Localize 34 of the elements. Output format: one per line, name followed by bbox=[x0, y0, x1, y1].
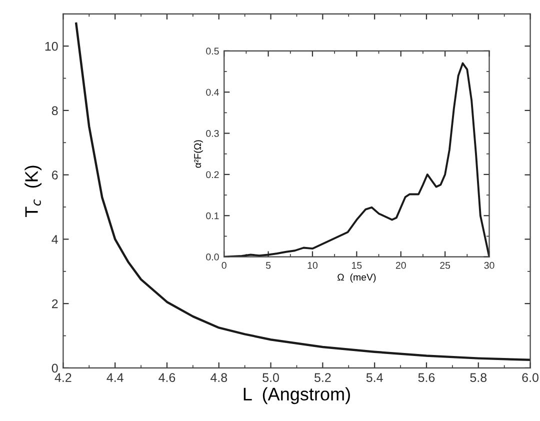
x-tick-label: 5.6 bbox=[418, 373, 435, 382]
x-tick-label: 4.8 bbox=[210, 373, 228, 382]
y-axis-title: α²F(Ω) bbox=[194, 140, 203, 168]
x-tick-label: 5 bbox=[266, 262, 271, 269]
x-tick-label: 20 bbox=[396, 262, 406, 269]
x-tick-label: 25 bbox=[440, 262, 450, 269]
y-tick-label: 0.1 bbox=[206, 212, 219, 220]
y-tick-label: 0.5 bbox=[206, 48, 219, 55]
x-tick-label: 30 bbox=[484, 262, 494, 269]
x-tick-label: 4.4 bbox=[106, 373, 124, 382]
x-tick-label: 4.2 bbox=[54, 373, 72, 382]
x-tick-label: 10 bbox=[308, 262, 318, 269]
x-tick-label: 6.0 bbox=[522, 373, 538, 382]
y-tick-label: 8 bbox=[52, 106, 58, 116]
x-tick-label: 0 bbox=[222, 262, 226, 269]
y-tick-label: 4 bbox=[52, 235, 58, 244]
y-tick-label: 0.0 bbox=[206, 254, 219, 260]
y-axis-title: T$_{c}$ (K) bbox=[24, 166, 42, 217]
x-tick-label: 5.8 bbox=[470, 373, 487, 382]
y-tick-label: 0 bbox=[52, 364, 58, 373]
y-tick-label: 2 bbox=[52, 299, 58, 308]
line-series bbox=[75, 22, 530, 362]
y-tick-label: 0.2 bbox=[206, 171, 219, 178]
x-axis-title: Ω (meV) bbox=[338, 274, 376, 283]
y-tick-label: 10 bbox=[45, 42, 58, 51]
x-tick-label: 4.6 bbox=[158, 373, 176, 382]
x-tick-label: 5.4 bbox=[366, 373, 383, 382]
x-tick-label: 15 bbox=[352, 262, 362, 269]
x-tick-label: 5.2 bbox=[314, 373, 331, 382]
x-tick-label: 5.0 bbox=[262, 373, 279, 382]
y-tick-label: 6 bbox=[52, 170, 58, 180]
x-axis-title: L (Angstrom) bbox=[244, 387, 350, 404]
y-tick-label: 0.4 bbox=[206, 88, 219, 96]
y-tick-label: 0.3 bbox=[206, 130, 219, 137]
